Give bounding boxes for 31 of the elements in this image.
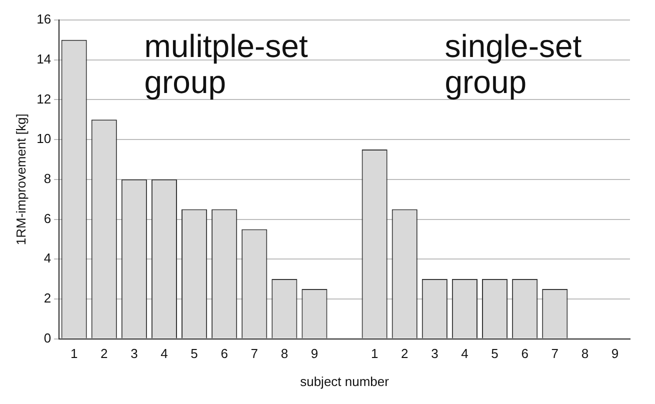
x-axis-title: subject number <box>300 374 390 389</box>
y-tick-label: 12 <box>36 91 52 106</box>
x-tick-label: 8 <box>280 346 288 362</box>
x-tick-label: 8 <box>581 346 589 362</box>
y-tick-label: 8 <box>44 170 52 186</box>
x-tick-label: 7 <box>250 346 258 362</box>
y-tick-label: 2 <box>44 290 52 306</box>
x-tick-label: 2 <box>401 346 408 362</box>
annotation: mulitple-set group <box>144 28 309 100</box>
x-tick-label: 6 <box>521 346 528 362</box>
x-tick-label: 9 <box>611 346 619 362</box>
x-tick-label: 3 <box>130 346 138 362</box>
y-axis-title: 1RM-improvement [kg] <box>13 114 28 246</box>
y-tick-label: 16 <box>36 12 52 27</box>
y-tick-label: 10 <box>36 131 52 146</box>
x-tick-label: 2 <box>100 346 108 362</box>
y-tick-label: 0 <box>44 330 52 346</box>
x-tick-label: 5 <box>190 346 198 362</box>
x-tick-label: 7 <box>551 346 558 362</box>
y-tick-label: 6 <box>44 210 52 226</box>
x-tick-label: 1 <box>70 346 78 362</box>
x-tick-label: 9 <box>310 346 318 362</box>
x-tick-label: 4 <box>461 346 468 362</box>
y-tick-label: 4 <box>44 250 52 266</box>
y-tick-label: 14 <box>36 51 52 66</box>
x-tick-label: 6 <box>220 346 228 362</box>
x-tick-label: 5 <box>491 346 498 362</box>
annotation: single-set group <box>444 28 583 100</box>
x-tick-label: 1 <box>370 346 378 362</box>
x-tick-label: 4 <box>160 346 168 362</box>
x-tick-label: 3 <box>431 346 438 362</box>
